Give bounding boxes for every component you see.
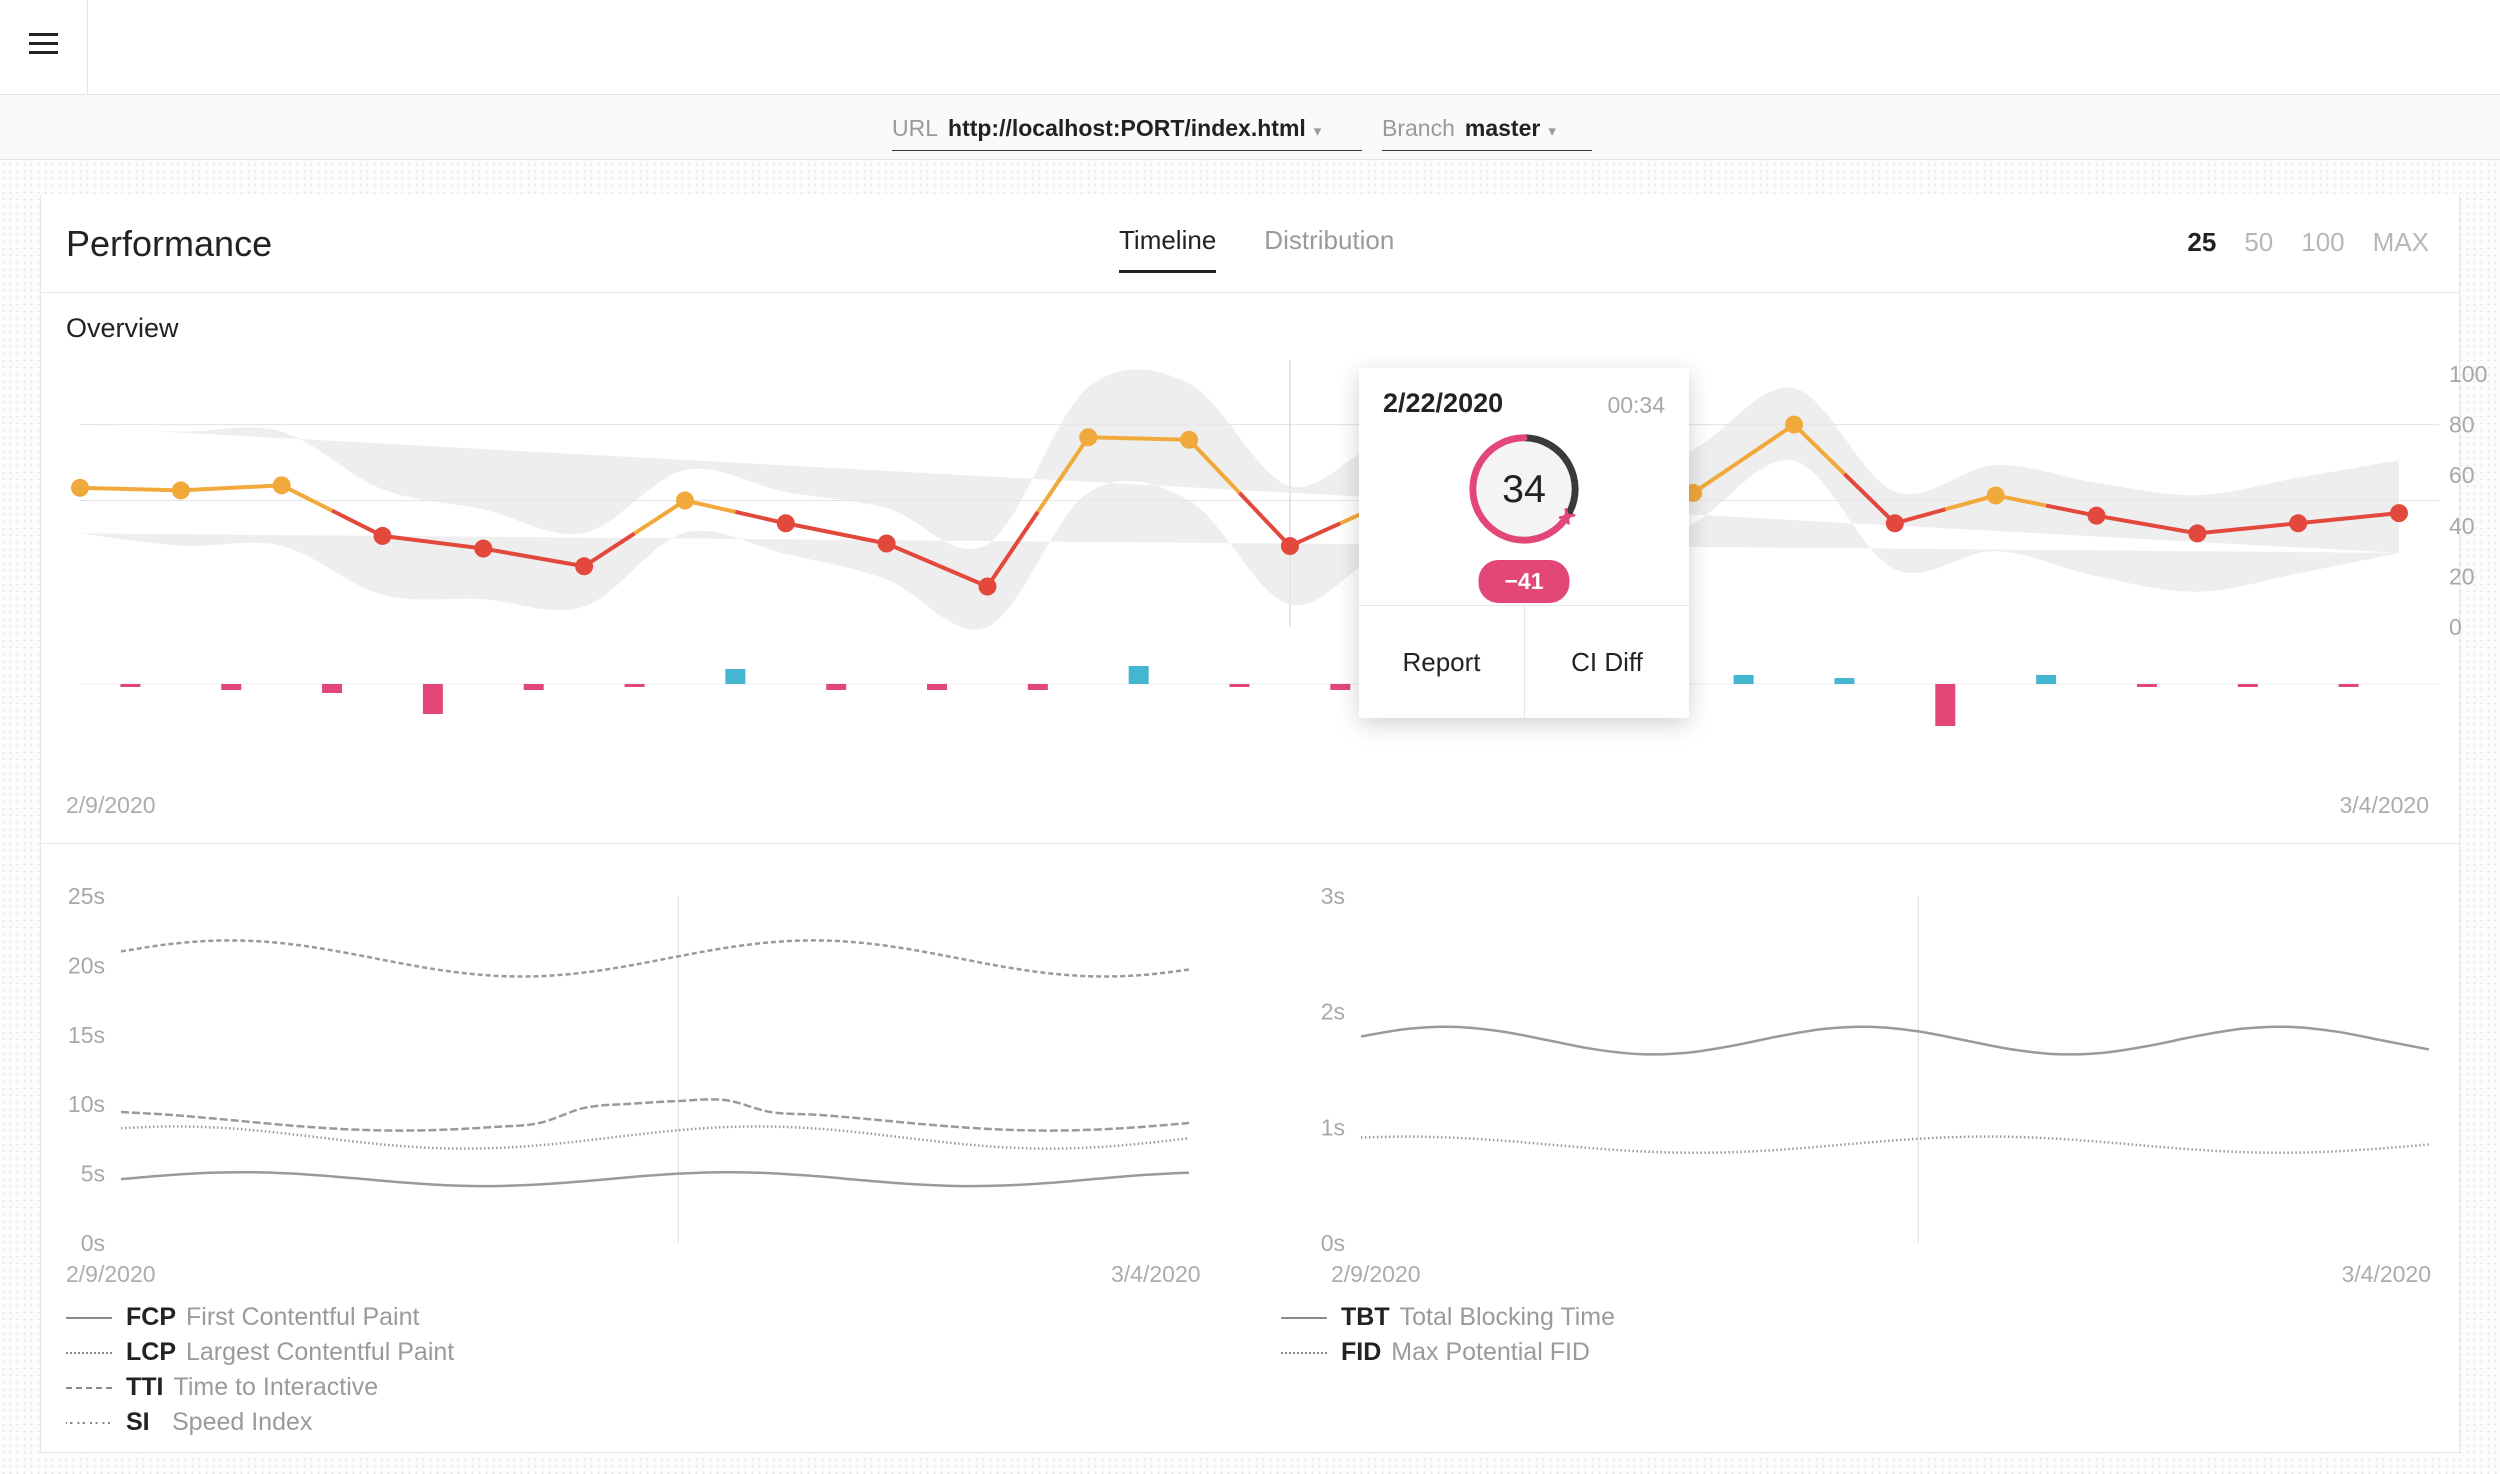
- svg-text:25s: 25s: [68, 883, 105, 909]
- svg-text:1s: 1s: [1321, 1114, 1345, 1140]
- svg-text:60: 60: [2449, 462, 2475, 488]
- svg-text:2s: 2s: [1321, 999, 1345, 1025]
- svg-text:20: 20: [2449, 563, 2475, 589]
- svg-text:40: 40: [2449, 513, 2475, 539]
- svg-text:80: 80: [2449, 412, 2475, 438]
- svg-text:0: 0: [2449, 614, 2462, 640]
- svg-text:5s: 5s: [81, 1161, 105, 1187]
- svg-text:20s: 20s: [68, 952, 105, 978]
- svg-text:15s: 15s: [68, 1022, 105, 1048]
- svg-text:10s: 10s: [68, 1091, 105, 1117]
- svg-text:0s: 0s: [1321, 1230, 1345, 1256]
- svg-text:34: 34: [1502, 467, 1546, 511]
- svg-text:3s: 3s: [1321, 883, 1345, 909]
- svg-text:0s: 0s: [81, 1230, 105, 1256]
- svg-text:100: 100: [2449, 361, 2487, 387]
